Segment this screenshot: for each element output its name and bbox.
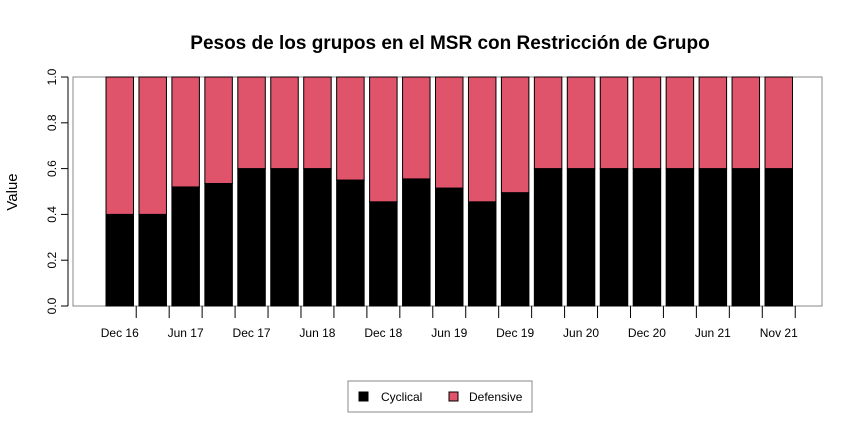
bar-defensive-15 (599, 76, 629, 170)
bar-defensive-17 (665, 76, 695, 170)
bars-layer (105, 76, 793, 307)
bar-cyclical-8 (369, 201, 398, 307)
y-tick-label-3: 0.6 (45, 160, 59, 177)
bar-cyclical-19 (731, 168, 761, 307)
bar-cyclical-13 (533, 168, 563, 307)
bar-defensive-8 (369, 76, 398, 203)
bar-cyclical-2 (171, 186, 200, 307)
legend: Cyclical Defensive (347, 380, 533, 413)
x-tick-label-4: Dec 18 (364, 326, 402, 340)
bar-defensive-18 (698, 76, 728, 170)
x-tick-label-2: Dec 17 (233, 326, 271, 340)
x-tick-label-7: Jun 20 (563, 326, 599, 340)
bar-cyclical-4 (237, 168, 266, 307)
bar-defensive-13 (533, 76, 563, 170)
bar-cyclical-0 (105, 213, 134, 307)
x-tick-label-5: Jun 19 (431, 326, 467, 340)
bar-cyclical-17 (665, 168, 695, 307)
x-tick-label-10: Nov 21 (760, 326, 798, 340)
bar-defensive-10 (435, 76, 464, 189)
bar-cyclical-3 (204, 182, 233, 307)
legend-label-defensive: Defensive (469, 390, 523, 404)
bar-defensive-6 (303, 76, 332, 170)
bar-cyclical-18 (698, 168, 728, 307)
x-tick-label-0: Dec 16 (101, 326, 139, 340)
x-tick-label-3: Jun 18 (299, 326, 335, 340)
bar-cyclical-9 (402, 178, 431, 307)
bar-defensive-7 (336, 76, 365, 181)
x-tick-label-6: Dec 19 (496, 326, 534, 340)
y-axis: 0.0 0.2 0.4 0.6 0.8 1.0 (45, 68, 69, 314)
chart-title: Pesos de los grupos en el MSR con Restri… (190, 33, 709, 54)
bar-defensive-1 (138, 76, 167, 215)
bar-cyclical-14 (566, 168, 596, 307)
bar-defensive-3 (204, 76, 233, 184)
y-tick-label-2: 0.4 (45, 206, 59, 223)
bar-defensive-20 (764, 76, 793, 170)
legend-label-cyclical: Cyclical (381, 390, 422, 404)
legend-swatch-cyclical (358, 391, 369, 402)
bar-defensive-14 (566, 76, 596, 170)
bar-defensive-5 (270, 76, 299, 170)
x-tick-label-9: Jun 21 (695, 326, 731, 340)
y-tick-label-5: 1.0 (45, 68, 59, 85)
x-axis: Dec 16 Jun 17 Dec 17 Jun 18 Dec 18 Jun 19 Dec … (101, 306, 798, 340)
legend-box (347, 380, 533, 413)
y-tick-label-0: 0.0 (45, 297, 59, 314)
bar-defensive-4 (237, 76, 266, 170)
bar-defensive-11 (467, 76, 497, 203)
bar-cyclical-1 (138, 213, 167, 307)
y-tick-label-4: 0.8 (45, 114, 59, 131)
y-tick-label-1: 0.2 (45, 252, 59, 269)
bar-defensive-16 (632, 76, 662, 170)
bar-cyclical-12 (500, 192, 530, 307)
legend-swatch-defensive (448, 391, 459, 402)
bar-cyclical-6 (303, 168, 332, 307)
bar-cyclical-20 (764, 168, 793, 307)
bar-defensive-0 (105, 76, 134, 215)
bar-defensive-19 (731, 76, 761, 170)
bar-cyclical-10 (435, 187, 464, 307)
x-tick-label-8: Dec 20 (628, 326, 666, 340)
bar-cyclical-16 (632, 168, 662, 307)
bar-cyclical-11 (467, 201, 497, 307)
bar-defensive-9 (402, 76, 431, 180)
bar-cyclical-5 (270, 168, 299, 307)
bar-defensive-12 (500, 76, 530, 194)
bar-cyclical-7 (336, 179, 365, 307)
bar-defensive-2 (171, 76, 200, 188)
bar-cyclical-15 (599, 168, 629, 307)
y-axis-label: Value (4, 173, 21, 210)
x-tick-label-1: Jun 17 (168, 326, 204, 340)
